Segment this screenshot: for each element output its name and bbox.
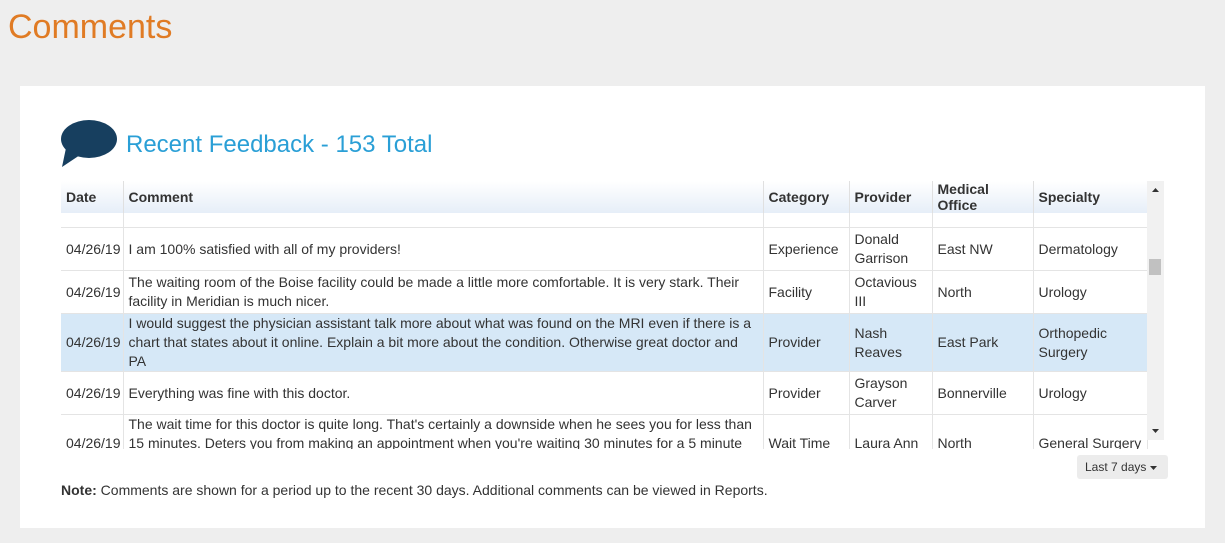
cell-provider: Corbelli [849,213,933,228]
cell-provider: Grayson Carver [849,371,933,415]
scroll-arrows [1152,188,1159,433]
note-text: Comments are shown for a period up to th… [100,482,768,498]
comment-icon [61,120,117,167]
cell-comment: The wait time for this doctor is quite l… [123,414,764,449]
cell-comment: Everything was fine with this doctor. [123,371,764,415]
feedback-row[interactable]: Corbelli [61,213,1148,228]
panel: Recent Feedback - 153 Total Date Comment C… [20,86,1205,528]
column-header[interactable]: Comment [123,181,764,213]
feedback-row[interactable]: 04/26/19 I am 100% satisfied with all of … [61,227,1148,271]
cell-date: 04/26/19 [61,227,124,271]
cell-category: Facility [763,270,850,314]
cell-office: North [932,414,1034,449]
cell-date: 04/26/19 [61,270,124,314]
cell-specialty: Urology [1033,270,1148,314]
cell-comment: I am 100% satisfied with all of my provi… [123,227,764,271]
feedback-row[interactable]: 04/26/19 Everything was fine with this do… [61,371,1148,415]
cell-office: North [932,270,1034,314]
cell-office [932,213,1034,228]
grid-body: Corbelli04/26/19I am 100% satisfied with… [61,213,1164,449]
cell-specialty [1033,213,1148,228]
feedback-grid: Date Comment Category Provider Medical Offic… [61,181,1164,449]
header-row: Date Comment Category Provider Medical Offic… [61,181,1148,213]
cell-date: 04/26/19 [61,414,124,449]
cell-date: 04/26/19 [61,313,124,372]
dropdown-label: Last 7 days [1085,460,1147,474]
column-header[interactable]: Category [763,181,850,213]
cell-office: East Park [932,313,1034,372]
grid-header: Date Comment Category Provider Medical Offic… [61,181,1148,213]
cell-provider: Laura Ann [849,414,933,449]
cell-date: 04/26/19 [61,371,124,415]
cell-specialty: Urology [1033,371,1148,415]
note: Note: Comments are shown for a period up… [61,482,768,498]
cell-comment [123,213,764,228]
note-label: Note: [61,482,97,498]
cell-category: Provider [763,313,850,372]
cell-category: Provider [763,371,850,415]
scroll-thumb[interactable] [1149,259,1161,275]
cell-date [61,213,124,228]
column-header[interactable]: Provider [849,181,933,213]
cell-provider: Octavious III [849,270,933,314]
feedback-row[interactable]: 04/26/19 The wait time for this doctor is… [61,414,1148,449]
page-title: Comments [8,8,173,46]
cell-provider: Nash Reaves [849,313,933,372]
cell-office: East NW [932,227,1034,271]
cell-specialty: General Surgery [1033,414,1148,449]
column-header[interactable]: Specialty [1033,181,1148,213]
cell-comment: I would suggest the physician assistant … [123,313,764,372]
cell-specialty: Orthopedic Surgery [1033,313,1148,372]
caret [1149,466,1157,470]
period-dropdown[interactable]: Last 7 days [1077,455,1168,479]
column-header[interactable]: Medical Office [932,181,1034,213]
column-header[interactable]: Date [61,181,124,213]
cell-category [763,213,850,228]
cell-provider: Donald Garrison [849,227,933,271]
rows: Corbelli04/26/19I am 100% satisfied with… [61,213,1148,449]
cell-specialty: Dermatology [1033,227,1148,271]
cell-comment: The waiting room of the Boise facility c… [123,270,764,314]
feedback-row[interactable]: 04/26/19 I would suggest the physician as… [61,313,1148,372]
scrollbar[interactable] [1147,181,1164,440]
feedback-row[interactable]: 04/26/19 The waiting room of the Boise fa… [61,270,1148,314]
cell-category: Experience [763,227,850,271]
panel-title: Recent Feedback - 153 Total [126,131,433,158]
cell-office: Bonnerville [932,371,1034,415]
cell-category: Wait Time [763,414,850,449]
